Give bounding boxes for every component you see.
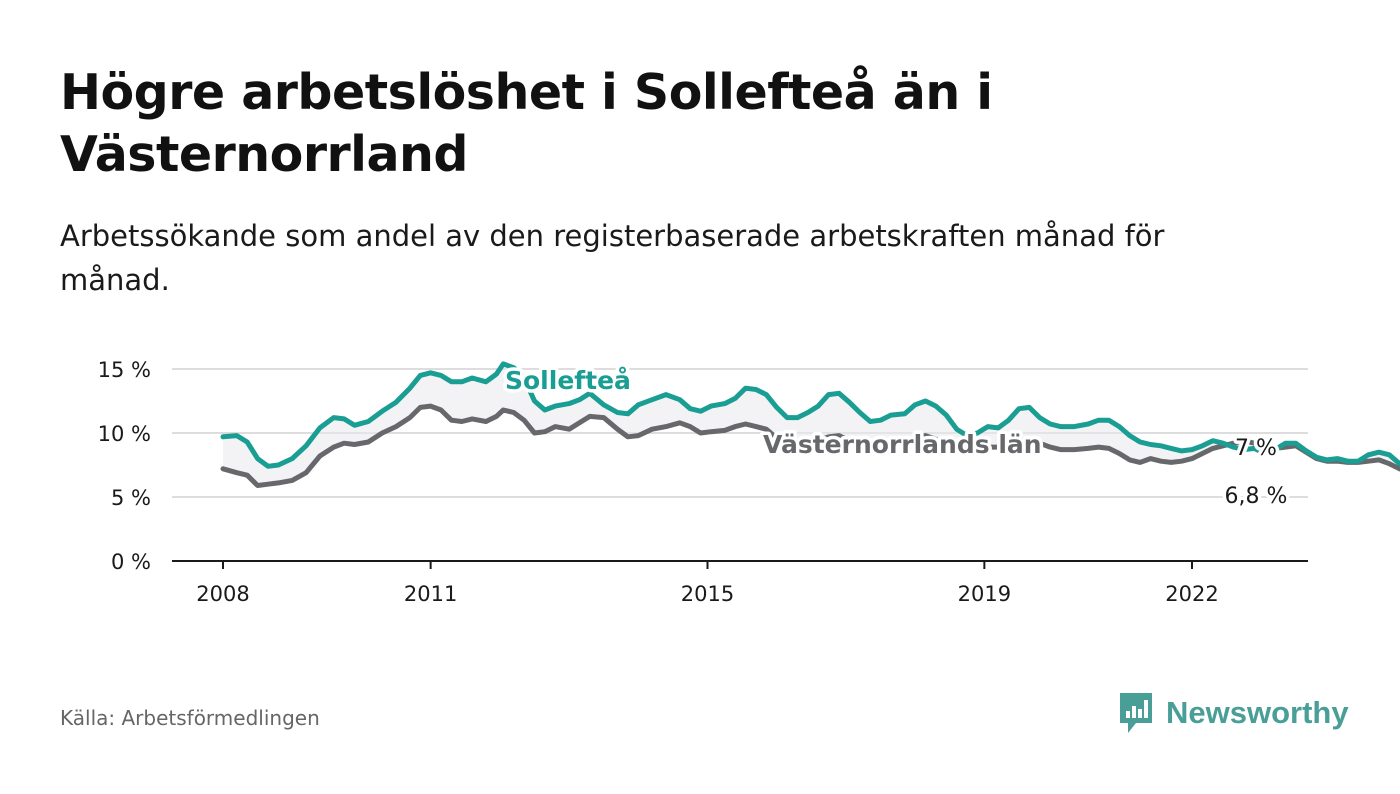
chart-labels: 0 % 5 % 10 % 15 % 2008 2011 2015 2019 2022 Sollef… [98,358,1291,606]
x-tick-label: 2022 [1165,582,1218,606]
y-tick-label: 15 % [98,358,151,382]
y-tick-label: 0 % [111,550,151,574]
brand-logo: Newsworthy [1118,690,1349,736]
axes [172,560,1308,569]
brand-name: Newsworthy [1166,695,1349,730]
difference-band [223,363,1400,486]
newsworthy-logo-icon [1120,693,1152,733]
chart-title: Högre arbetslöshet i Sollefteå än i Väst… [60,64,993,183]
chart-subtitle: Arbetssökande som andel av den registerb… [60,219,1165,297]
series-line-solleftea [220,361,1400,469]
x-tick-label: 2008 [196,582,249,606]
y-tick-label: 10 % [98,422,151,446]
x-tick-label: 2015 [681,582,734,606]
end-label-solleftea: 7 % [1235,436,1277,461]
x-tick-label: 2011 [404,582,457,606]
series-label-vasternorrland: Västernorrlands län [763,430,1042,459]
source-note: Källa: Arbetsförmedlingen [60,706,320,730]
series-label-solleftea: Sollefteå [505,366,631,395]
y-tick-label: 5 % [111,486,151,510]
series-lines [220,361,1400,488]
line-chart: 0 % 5 % 10 % 15 % 2008 2011 2015 2019 2022 Sollef… [98,358,1400,606]
series-line-vasternorrland [220,403,1400,488]
end-label-vasternorrland: 6,8 % [1225,484,1288,509]
x-tick-label: 2019 [958,582,1011,606]
